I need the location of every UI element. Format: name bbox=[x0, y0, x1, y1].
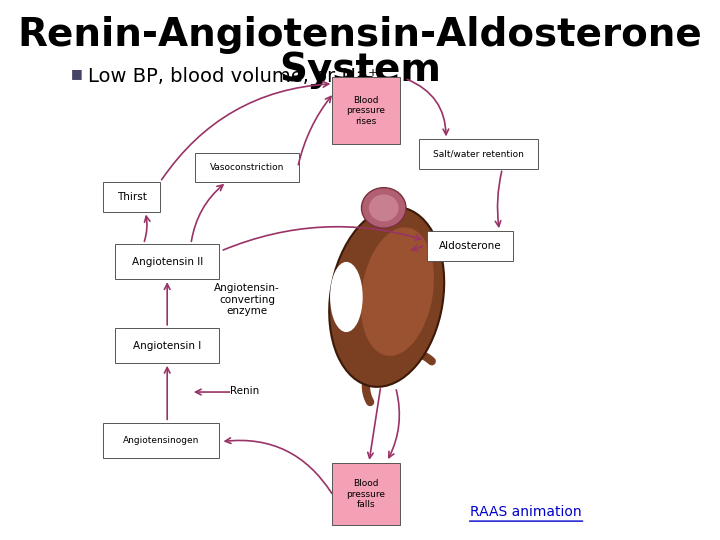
Text: Thirst: Thirst bbox=[117, 192, 147, 202]
Ellipse shape bbox=[361, 227, 434, 356]
FancyBboxPatch shape bbox=[332, 463, 400, 525]
FancyBboxPatch shape bbox=[104, 182, 160, 212]
Text: Angiotensin II: Angiotensin II bbox=[132, 257, 203, 267]
Text: Low BP, blood volume, or Na⁺: Low BP, blood volume, or Na⁺ bbox=[89, 68, 379, 86]
Ellipse shape bbox=[361, 187, 406, 228]
Text: RAAS animation: RAAS animation bbox=[470, 505, 582, 519]
Text: Blood
pressure
rises: Blood pressure rises bbox=[346, 96, 385, 126]
FancyBboxPatch shape bbox=[104, 422, 219, 458]
Text: System: System bbox=[279, 51, 441, 89]
FancyBboxPatch shape bbox=[427, 231, 513, 260]
FancyBboxPatch shape bbox=[115, 328, 219, 363]
FancyBboxPatch shape bbox=[419, 139, 538, 168]
Ellipse shape bbox=[369, 194, 399, 221]
FancyBboxPatch shape bbox=[115, 244, 219, 280]
Text: Salt/water retention: Salt/water retention bbox=[433, 150, 524, 158]
Text: Angiotensinogen: Angiotensinogen bbox=[123, 436, 199, 444]
Text: Aldosterone: Aldosterone bbox=[438, 241, 501, 251]
Ellipse shape bbox=[330, 262, 363, 332]
FancyBboxPatch shape bbox=[332, 77, 400, 144]
FancyBboxPatch shape bbox=[195, 152, 300, 183]
Ellipse shape bbox=[329, 207, 444, 387]
Text: Blood
pressure
falls: Blood pressure falls bbox=[346, 479, 385, 509]
Text: Vasoconstriction: Vasoconstriction bbox=[210, 163, 284, 172]
Text: Renin-Angiotensin-Aldosterone: Renin-Angiotensin-Aldosterone bbox=[17, 16, 703, 54]
Text: ■: ■ bbox=[71, 68, 82, 80]
Text: Angiotensin I: Angiotensin I bbox=[133, 341, 202, 350]
Text: Renin: Renin bbox=[230, 387, 259, 396]
Text: Angiotensin-
converting
enzyme: Angiotensin- converting enzyme bbox=[215, 283, 280, 316]
